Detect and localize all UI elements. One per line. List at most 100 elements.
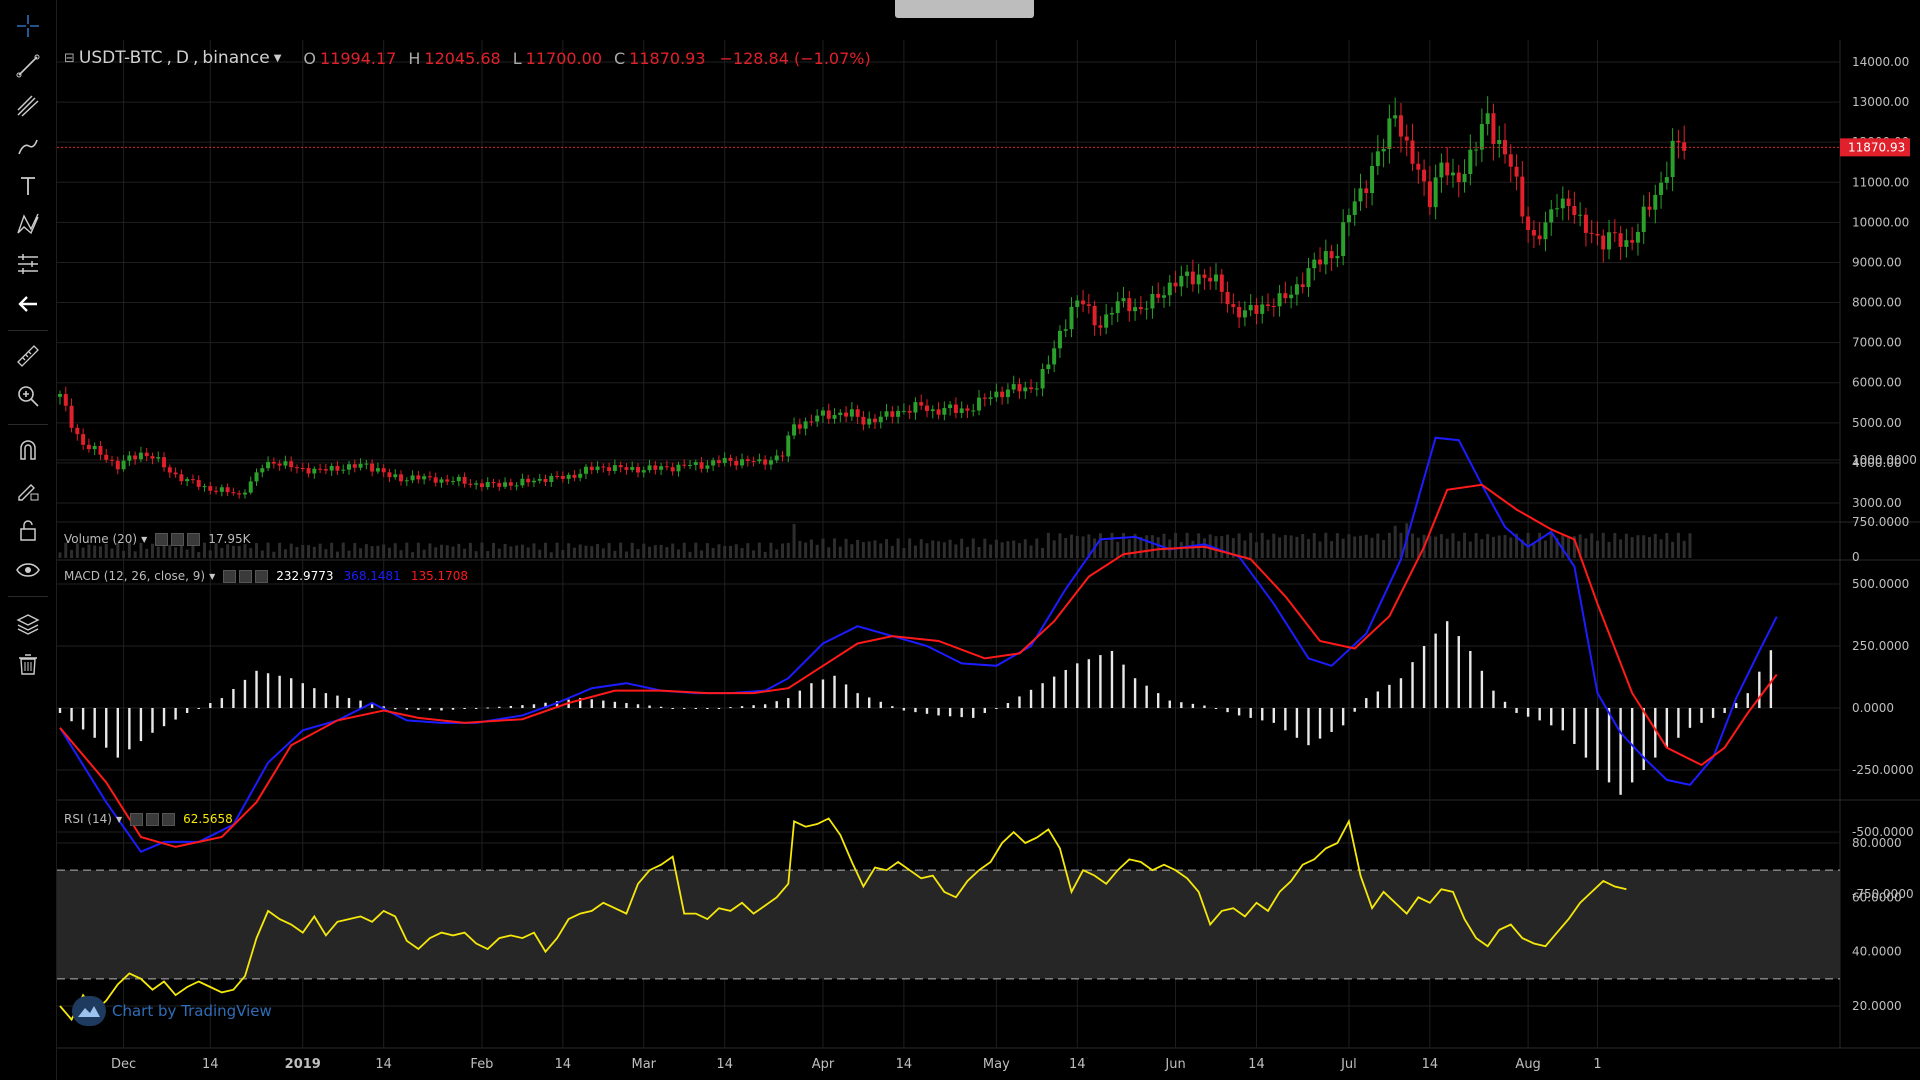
candle-body (849, 409, 854, 417)
macd-pane[interactable] (58, 436, 1778, 854)
macd-histogram-bar (1677, 708, 1680, 738)
close-icon[interactable] (187, 532, 201, 546)
volume-bar (434, 547, 438, 558)
volume-bar (786, 542, 790, 558)
macd-histogram-bar (336, 695, 339, 708)
macd-histogram-bar (995, 708, 998, 709)
volume-bar (260, 550, 264, 558)
visibility-icon[interactable] (155, 532, 169, 546)
chevron-down-icon[interactable]: ▼ (115, 814, 123, 824)
candle-body (1242, 310, 1247, 318)
macd-histogram-bar (1446, 621, 1449, 708)
exchange[interactable]: binance (202, 48, 270, 68)
macd-histogram-bar (1515, 708, 1518, 713)
volume-bar (1052, 540, 1056, 558)
volume-bar (1538, 532, 1542, 558)
price-pane[interactable] (57, 96, 1840, 499)
settings-icon[interactable] (171, 532, 185, 546)
candle-body (699, 462, 704, 469)
indicator-controls[interactable] (223, 569, 269, 583)
back-arrow-icon[interactable] (10, 288, 46, 320)
text-icon[interactable] (10, 170, 46, 202)
candle-body (925, 405, 929, 412)
candle-body (965, 408, 970, 411)
close-icon[interactable] (255, 569, 269, 583)
macd-histogram-bar (1145, 685, 1148, 708)
macd-histogram-bar (1018, 696, 1021, 708)
top-panel-handle[interactable] (895, 0, 1034, 18)
candle-body (1537, 235, 1542, 240)
candle-body (878, 416, 883, 423)
pitchfork-icon[interactable] (10, 90, 46, 122)
rsi-title[interactable]: RSI (14) (64, 812, 112, 826)
volume-bar (1382, 540, 1386, 558)
tradingview-watermark[interactable]: Chart by TradingView (72, 996, 272, 1026)
candle-body (1670, 140, 1675, 178)
macd-histogram-bar (1711, 708, 1715, 718)
volume-bar (1278, 537, 1282, 558)
collapse-icon[interactable]: ⊟ (64, 50, 75, 66)
macd-histogram-bar (1353, 708, 1356, 712)
indicator-controls[interactable] (155, 532, 201, 546)
trash-icon[interactable] (10, 648, 46, 680)
volume-bar (1555, 538, 1559, 558)
macd-histogram-bar (659, 706, 663, 708)
candle-body (543, 478, 548, 483)
low-value: 11700.00 (525, 48, 602, 68)
volume-bar (1468, 541, 1472, 558)
indicator-controls[interactable] (130, 812, 176, 826)
y-tick-label: 8000.00 (1852, 296, 1902, 310)
zoom-in-icon[interactable] (10, 380, 46, 412)
candle-body (901, 410, 906, 412)
volume-bar (255, 543, 259, 558)
macd-title[interactable]: MACD (12, 26, close, 9) (64, 569, 206, 583)
close-icon[interactable] (162, 812, 176, 826)
volume-bar (1567, 536, 1571, 558)
macd-histogram-bar (1087, 659, 1091, 708)
macd-histogram-bar (717, 708, 721, 709)
lock-drawing-icon[interactable] (10, 474, 46, 506)
chevron-down-icon[interactable]: ▼ (209, 571, 216, 581)
volume-pane[interactable] (58, 523, 1692, 558)
trend-line-icon[interactable] (10, 50, 46, 82)
candle-body (797, 424, 802, 429)
candle-body (578, 473, 583, 478)
symbol-name[interactable]: USDT-BTC (78, 48, 163, 68)
brush-icon[interactable] (10, 130, 46, 162)
candle-body (1346, 214, 1351, 223)
settings-icon[interactable] (146, 812, 160, 826)
candle-body (150, 456, 155, 459)
crosshair-icon[interactable] (10, 10, 46, 42)
candle-body (1271, 306, 1276, 308)
macd-histogram-bar (1607, 708, 1611, 783)
visibility-icon[interactable] (130, 812, 144, 826)
eye-icon[interactable] (10, 554, 46, 586)
visibility-icon[interactable] (223, 569, 237, 583)
volume-bar (700, 550, 704, 558)
chevron-down-icon[interactable]: ▼ (273, 52, 282, 64)
volume-title[interactable]: Volume (20) (64, 532, 138, 546)
candle-body (1133, 307, 1138, 312)
ruler-icon[interactable] (10, 340, 46, 372)
macd-histogram-bar (833, 675, 836, 708)
volume-bar (948, 539, 952, 558)
volume-bar (168, 544, 172, 558)
layers-icon[interactable] (10, 608, 46, 640)
low-label: L (512, 48, 522, 68)
candle-body (86, 444, 91, 450)
unlock-icon[interactable] (10, 514, 46, 546)
magnet-icon[interactable] (10, 434, 46, 466)
volume-bar (1439, 534, 1443, 558)
settings-icon[interactable] (239, 569, 253, 583)
pattern-icon[interactable] (10, 208, 46, 240)
tradingview-logo-icon (72, 996, 106, 1026)
macd-histogram-bar (544, 702, 547, 708)
macd-histogram-bar (1399, 678, 1403, 708)
rsi-pane[interactable] (57, 817, 1840, 1022)
interval[interactable]: D (175, 48, 190, 68)
volume-bar (480, 542, 484, 558)
chevron-down-icon[interactable]: ▼ (141, 534, 148, 544)
prediction-icon[interactable] (10, 248, 46, 280)
candle-body (1150, 293, 1155, 309)
